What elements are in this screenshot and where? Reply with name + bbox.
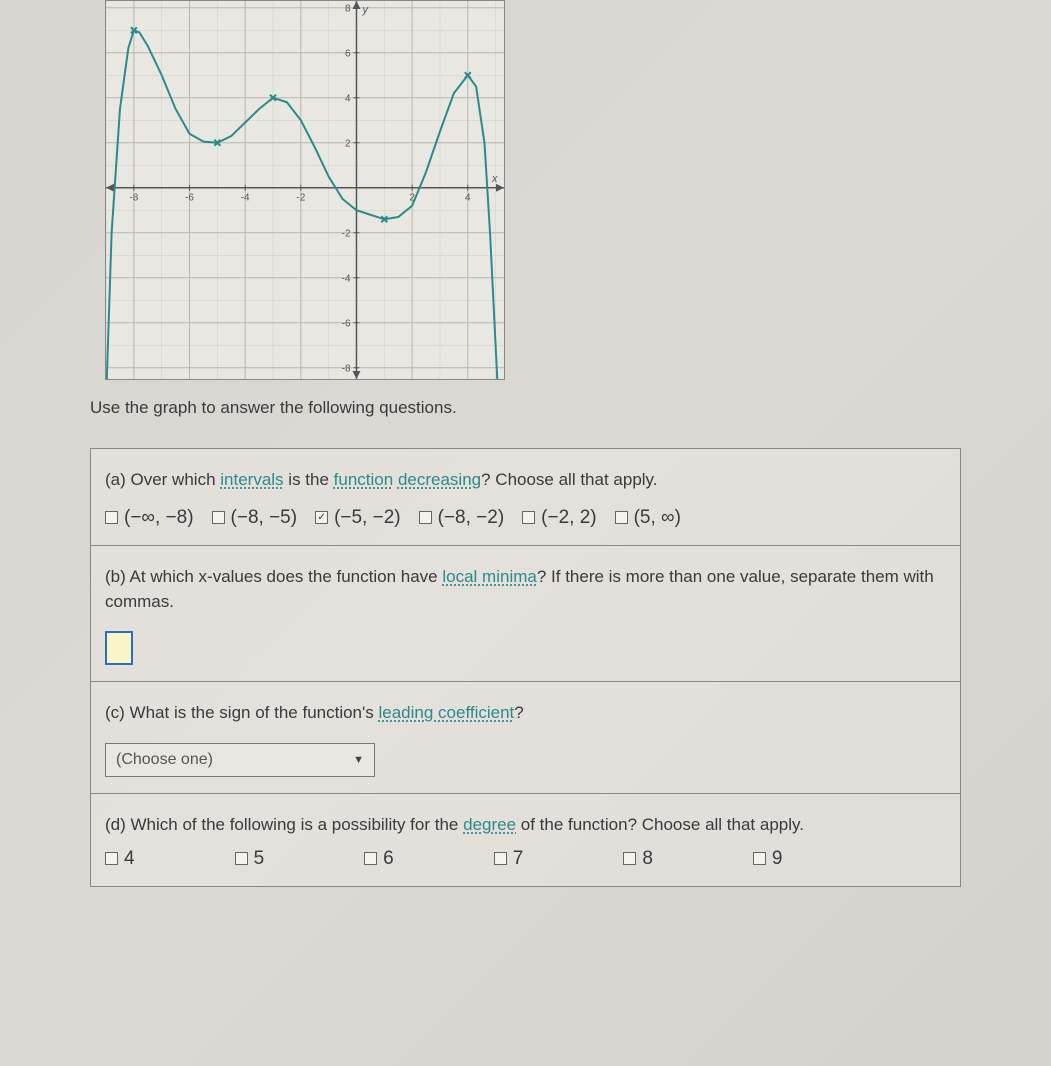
option-label: 8 [642,848,653,870]
local-minima-input[interactable] [105,631,133,665]
select-placeholder: (Choose one) [116,751,213,769]
checkbox-icon[interactable] [364,852,377,865]
qa-options-option-5[interactable]: (5, ∞) [615,507,681,529]
question-a-text: (a) Over which intervals is the function… [105,467,946,493]
checkbox-icon[interactable] [105,852,118,865]
checkbox-icon[interactable] [235,852,248,865]
qb-prefix: (b) At which x-values does the function … [105,567,442,586]
svg-text:-2: -2 [296,193,305,204]
term-intervals[interactable]: intervals [220,470,283,489]
option-label: (−5, −2) [334,507,401,529]
qc-prefix: (c) What is the sign of the function's [105,703,378,722]
svg-text:x: x [491,173,498,185]
qd-options-option-0[interactable]: 4 [105,848,135,870]
qa-prefix: (a) Over which [105,470,220,489]
question-d: (d) Which of the following is a possibil… [91,794,960,886]
leading-coefficient-select[interactable]: (Choose one) ▼ [105,743,375,777]
qc-suffix: ? [514,703,523,722]
qa-options-option-0[interactable]: (−∞, −8) [105,507,194,529]
option-label: (−2, 2) [541,507,596,529]
qd-options-option-4[interactable]: 8 [623,848,653,870]
svg-text:-8: -8 [129,193,138,204]
checkbox-icon[interactable] [419,511,432,524]
svg-text:8: 8 [345,4,351,15]
option-label: (−∞, −8) [124,507,194,529]
qa-mid1: is the [284,470,334,489]
checkbox-icon[interactable] [105,511,118,524]
svg-text:4: 4 [465,193,471,204]
chevron-down-icon: ▼ [353,754,364,766]
svg-text:-4: -4 [342,274,351,285]
checkbox-icon[interactable] [623,852,636,865]
qd-options-option-1[interactable]: 5 [235,848,265,870]
checkbox-icon[interactable] [494,852,507,865]
question-a: (a) Over which intervals is the function… [91,449,960,546]
qa-options-option-2[interactable]: ✓ (−5, −2) [315,507,401,529]
qd-options-option-2[interactable]: 6 [364,848,394,870]
qa-options-option-4[interactable]: (−2, 2) [522,507,596,529]
question-c: (c) What is the sign of the function's l… [91,682,960,795]
option-label: (5, ∞) [634,507,681,529]
qd-options-option-5[interactable]: 9 [753,848,783,870]
option-label: 5 [254,848,265,870]
qd-options-option-3[interactable]: 7 [494,848,524,870]
option-label: 6 [383,848,394,870]
term-local-minima[interactable]: local minima [442,567,536,586]
option-label: 4 [124,848,135,870]
checkbox-icon[interactable] [212,511,225,524]
qd-options: 4 5 6 7 8 9 [105,848,946,870]
svg-text:2: 2 [345,139,351,150]
term-leading-coefficient[interactable]: leading coefficient [378,703,514,722]
svg-text:-6: -6 [185,193,194,204]
question-d-text: (d) Which of the following is a possibil… [105,812,946,838]
qa-options: (−∞, −8) (−8, −5) ✓ (−5, −2) (−8, −2) (−2, 2)… [105,507,946,529]
option-label: 9 [772,848,783,870]
qa-options-option-3[interactable]: (−8, −2) [419,507,505,529]
svg-text:4: 4 [345,94,351,105]
polynomial-graph: -8-6-4-224-8-6-4-22468xy [105,0,505,380]
svg-text:-2: -2 [342,229,351,240]
option-label: (−8, −2) [438,507,505,529]
option-label: (−8, −5) [231,507,298,529]
term-decreasing[interactable]: decreasing [398,470,481,489]
checkbox-icon[interactable] [753,852,766,865]
term-function[interactable]: function [334,470,394,489]
option-label: 7 [513,848,524,870]
question-c-text: (c) What is the sign of the function's l… [105,700,946,726]
qa-suffix: ? Choose all that apply. [481,470,657,489]
qa-options-option-1[interactable]: (−8, −5) [212,507,298,529]
svg-text:-8: -8 [342,364,351,375]
question-b: (b) At which x-values does the function … [91,546,960,682]
svg-text:-6: -6 [342,319,351,330]
question-b-text: (b) At which x-values does the function … [105,564,946,615]
instruction-text: Use the graph to answer the following qu… [90,398,961,418]
checkbox-icon[interactable] [522,511,535,524]
qd-suffix: of the function? Choose all that apply. [516,815,804,834]
questions-table: (a) Over which intervals is the function… [90,448,961,887]
term-degree[interactable]: degree [463,815,516,834]
qd-prefix: (d) Which of the following is a possibil… [105,815,463,834]
checkbox-icon[interactable]: ✓ [315,511,328,524]
svg-text:-4: -4 [241,193,250,204]
svg-text:6: 6 [345,49,351,60]
checkbox-icon[interactable] [615,511,628,524]
